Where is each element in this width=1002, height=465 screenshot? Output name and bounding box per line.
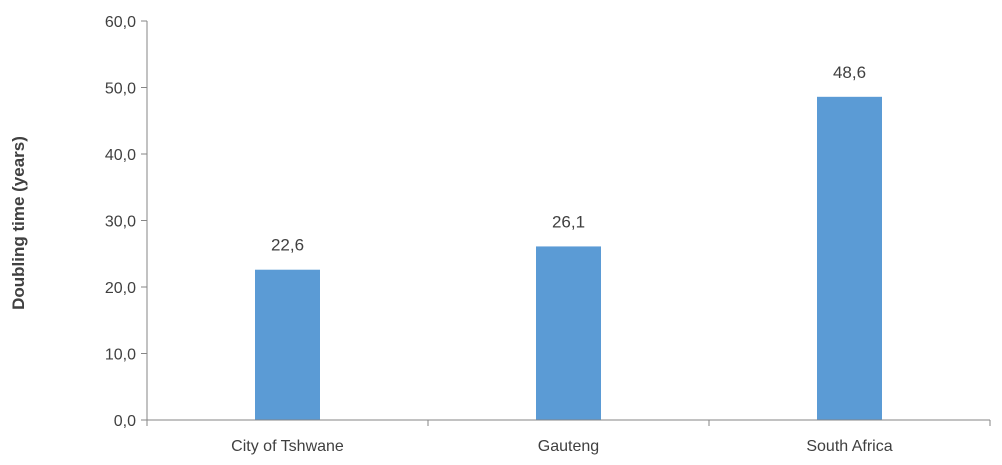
bar <box>817 96 882 420</box>
bar <box>536 246 601 420</box>
x-axis: City of Tshwane Gauteng South Africa <box>146 419 991 455</box>
y-axis: 0,0 10,0 20,0 30,0 40,0 50,0 60,0 <box>105 14 148 430</box>
y-tick-label: 20,0 <box>105 280 136 297</box>
y-tick-label: 40,0 <box>105 147 136 164</box>
bar <box>255 269 320 420</box>
x-category-label: City of Tshwane <box>231 438 344 455</box>
y-tick-label: 10,0 <box>105 347 136 364</box>
x-category-label: South Africa <box>806 438 892 455</box>
bars-group: 22,6 26,1 48,6 <box>255 63 882 420</box>
data-label: 26,1 <box>552 212 585 231</box>
y-tick-label: 50,0 <box>105 81 136 98</box>
y-tick-label: 30,0 <box>105 214 136 231</box>
data-label: 48,6 <box>833 63 866 82</box>
y-tick-label: 0,0 <box>114 413 136 430</box>
data-label: 22,6 <box>271 236 304 255</box>
y-tick-label: 60,0 <box>105 14 136 31</box>
x-category-label: Gauteng <box>538 438 599 455</box>
y-axis-title: Doubling time (years) <box>9 136 28 310</box>
